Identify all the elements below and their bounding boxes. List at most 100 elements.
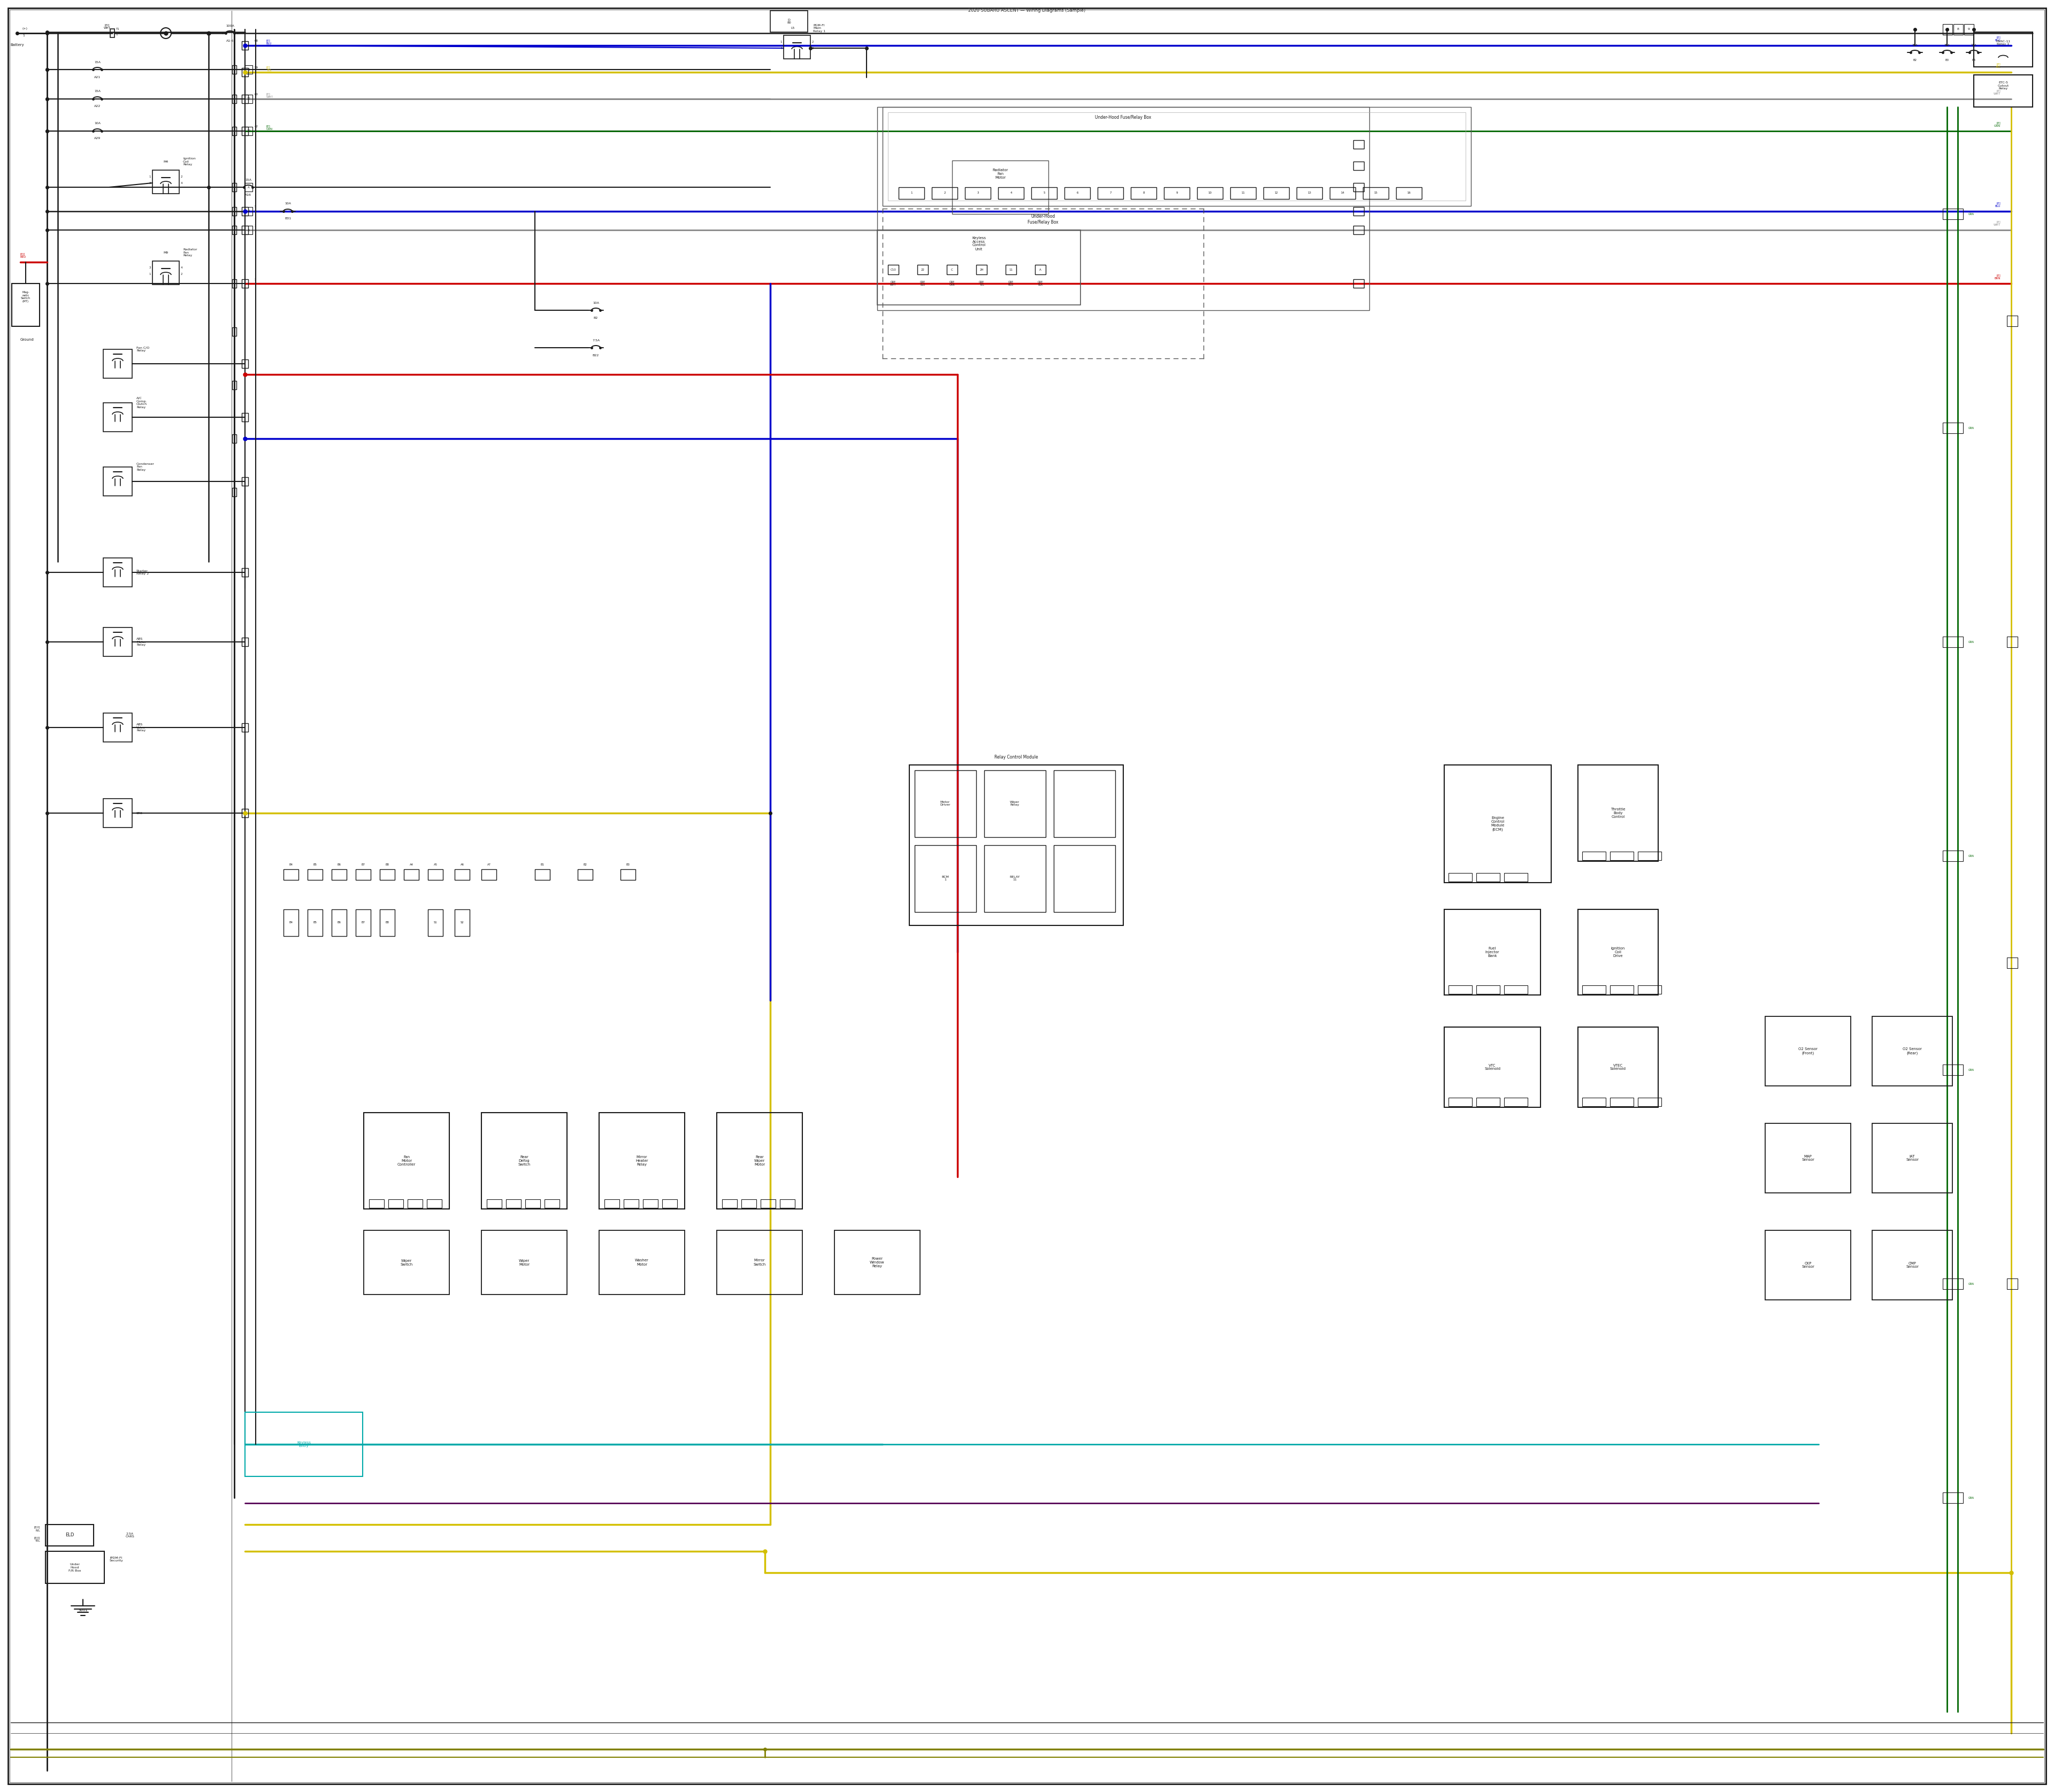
Text: 2020 SUBARU ASCENT — Wiring Diagrams (Sample): 2020 SUBARU ASCENT — Wiring Diagrams (Sa… <box>967 9 1087 13</box>
Bar <box>232 183 236 192</box>
Bar <box>2007 315 2017 326</box>
Bar <box>883 108 1471 206</box>
Bar <box>1943 1064 1964 1075</box>
Bar <box>661 1199 678 1208</box>
Bar <box>1637 851 1662 860</box>
Text: Mag-
netic
Switch
(MT): Mag- netic Switch (MT) <box>21 290 31 303</box>
Text: ORE
WHT: ORE WHT <box>889 281 896 287</box>
Bar <box>1064 186 1091 199</box>
Text: 10A: 10A <box>594 301 600 305</box>
Bar <box>1953 23 1964 34</box>
Text: ELD: ELD <box>66 1532 74 1538</box>
Bar <box>1764 1231 1851 1299</box>
Bar <box>1943 851 1964 862</box>
Text: [E]
YEL: [E] YEL <box>267 66 271 72</box>
Bar <box>103 349 131 378</box>
Bar <box>620 869 635 880</box>
Bar <box>1582 986 1606 995</box>
Text: ABS
Motor
Relay: ABS Motor Relay <box>136 638 146 647</box>
Text: B8: B8 <box>386 864 388 866</box>
Text: CKP
Sensor: CKP Sensor <box>1801 1262 1814 1269</box>
Bar <box>984 846 1045 912</box>
Bar <box>380 909 394 935</box>
Text: Wiper
Motor: Wiper Motor <box>520 1260 530 1265</box>
Text: Under-Hood
Fuse/Relay Box: Under-Hood Fuse/Relay Box <box>1027 213 1058 224</box>
Bar <box>505 1199 522 1208</box>
Bar <box>331 909 347 935</box>
Bar <box>388 1199 403 1208</box>
Bar <box>1764 1016 1851 1086</box>
Bar <box>604 1199 620 1208</box>
Bar <box>427 869 444 880</box>
Text: B4: B4 <box>290 864 294 866</box>
Text: 12: 12 <box>1273 192 1278 195</box>
Bar <box>770 11 807 32</box>
Bar <box>1230 186 1255 199</box>
Bar <box>1974 32 2033 66</box>
Text: 30A: 30A <box>1912 43 1918 47</box>
Bar <box>1165 186 1189 199</box>
Bar <box>1943 636 1964 647</box>
Bar <box>242 208 249 215</box>
Text: SRS: SRS <box>136 812 144 814</box>
Text: Under-Hood Fuse/Relay Box: Under-Hood Fuse/Relay Box <box>1095 115 1152 120</box>
Bar <box>1354 140 1364 149</box>
Bar <box>242 226 249 235</box>
Bar <box>232 127 236 136</box>
Bar <box>723 1199 737 1208</box>
Bar <box>1943 1278 1964 1288</box>
Bar <box>1974 75 2033 108</box>
Bar <box>103 627 131 656</box>
Text: Rear
Defog
Switch: Rear Defog Switch <box>518 1156 530 1167</box>
Text: 15A: 15A <box>1972 43 1976 47</box>
Bar <box>283 869 298 880</box>
Bar <box>1943 1493 1964 1503</box>
Text: 59: 59 <box>255 66 259 70</box>
Bar <box>1610 986 1633 995</box>
Bar <box>242 477 249 486</box>
Bar <box>1504 1098 1528 1106</box>
Text: A/C
Comp.
Clutch
Relay: A/C Comp. Clutch Relay <box>136 396 148 409</box>
Text: Wiper
Switch: Wiper Switch <box>401 1260 413 1265</box>
Text: M9: M9 <box>164 251 168 254</box>
Bar <box>103 403 131 432</box>
Text: [E]
WHT: [E] WHT <box>267 93 273 99</box>
Text: ORE
RED: ORE RED <box>1009 281 1015 287</box>
Bar <box>624 1199 639 1208</box>
Text: 11: 11 <box>1009 269 1013 271</box>
Bar <box>1035 265 1045 274</box>
Bar <box>454 869 470 880</box>
Text: B4: B4 <box>290 921 294 925</box>
Bar <box>1964 23 1974 34</box>
Text: 2H: 2H <box>980 269 984 271</box>
Bar <box>244 95 253 104</box>
Text: GRN: GRN <box>1968 426 1974 430</box>
Text: MAP
Sensor: MAP Sensor <box>1801 1154 1814 1161</box>
Text: 42: 42 <box>255 125 259 127</box>
Bar <box>242 724 249 731</box>
Bar <box>407 1199 423 1208</box>
Bar <box>152 262 179 285</box>
Bar <box>232 382 236 389</box>
Text: PGM-FI
Main
Relay 1: PGM-FI Main Relay 1 <box>813 23 826 32</box>
Bar <box>887 113 1467 201</box>
Bar <box>1444 1027 1540 1107</box>
Text: A21: A21 <box>94 75 101 79</box>
Text: IPDM-FI
Security: IPDM-FI Security <box>109 1557 123 1563</box>
Text: 68: 68 <box>255 39 259 43</box>
Text: [E]
WHT: [E] WHT <box>1994 220 2001 226</box>
Text: A29: A29 <box>94 138 101 140</box>
Text: Motor
Driver: Motor Driver <box>941 801 951 806</box>
Bar <box>103 468 131 496</box>
Bar <box>1031 186 1058 199</box>
Text: 14: 14 <box>1341 192 1345 195</box>
Bar <box>741 1199 756 1208</box>
Text: B6: B6 <box>337 864 341 866</box>
Text: 10: 10 <box>1208 192 1212 195</box>
Bar <box>1871 1016 1953 1086</box>
Bar <box>1444 765 1551 883</box>
Text: Mirror
Switch: Mirror Switch <box>754 1260 766 1265</box>
Bar <box>1477 1098 1499 1106</box>
Bar <box>877 229 1080 305</box>
Bar <box>1582 1098 1606 1106</box>
